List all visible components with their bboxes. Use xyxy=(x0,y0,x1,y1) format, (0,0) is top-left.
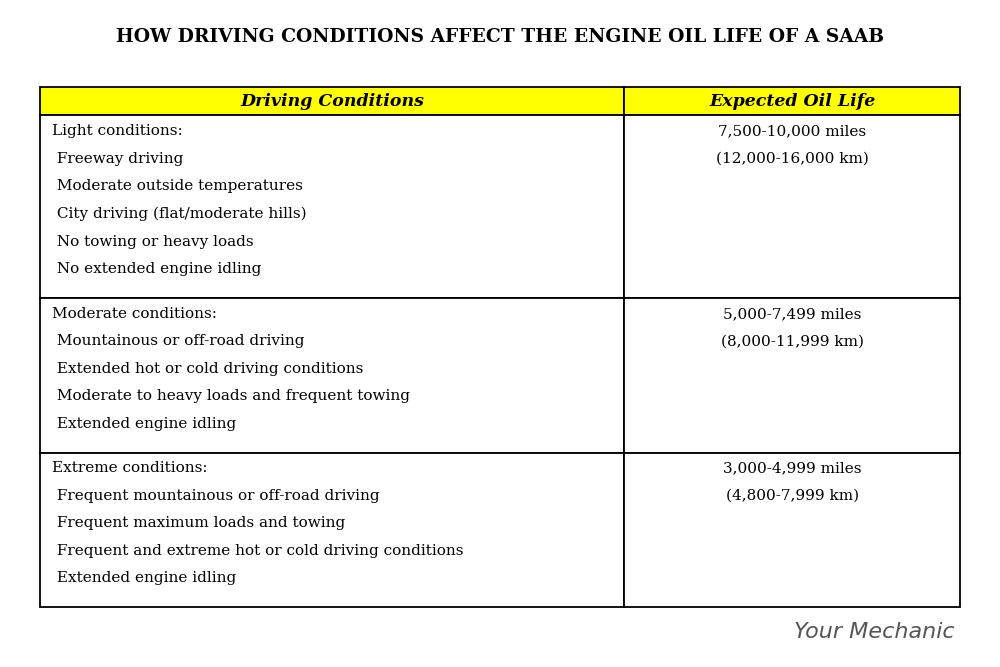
Text: Frequent mountainous or off-road driving: Frequent mountainous or off-road driving xyxy=(52,489,380,503)
Text: (8,000-11,999 km): (8,000-11,999 km) xyxy=(721,334,864,348)
Text: 3,000-4,999 miles: 3,000-4,999 miles xyxy=(723,462,861,476)
Bar xyxy=(40,298,624,453)
Text: No extended engine idling: No extended engine idling xyxy=(52,262,261,276)
Text: No towing or heavy loads: No towing or heavy loads xyxy=(52,235,254,249)
Text: Your Mechanic: Your Mechanic xyxy=(794,622,955,642)
Text: Moderate conditions:: Moderate conditions: xyxy=(52,307,217,321)
Text: Moderate outside temperatures: Moderate outside temperatures xyxy=(52,179,303,193)
Bar xyxy=(624,298,960,453)
Text: Extended engine idling: Extended engine idling xyxy=(52,571,236,585)
Text: Extended engine idling: Extended engine idling xyxy=(52,417,236,431)
Text: Extreme conditions:: Extreme conditions: xyxy=(52,462,208,476)
Text: City driving (flat/moderate hills): City driving (flat/moderate hills) xyxy=(52,207,307,221)
Text: 7,500-10,000 miles: 7,500-10,000 miles xyxy=(718,124,866,138)
Text: (4,800-7,999 km): (4,800-7,999 km) xyxy=(726,489,859,503)
Bar xyxy=(624,87,960,115)
Bar xyxy=(40,115,624,298)
Bar xyxy=(40,453,624,607)
Text: Frequent and extreme hot or cold driving conditions: Frequent and extreme hot or cold driving… xyxy=(52,544,464,558)
Text: Light conditions:: Light conditions: xyxy=(52,124,183,138)
Text: Mountainous or off-road driving: Mountainous or off-road driving xyxy=(52,334,304,348)
Text: Freeway driving: Freeway driving xyxy=(52,151,183,165)
Text: (12,000-16,000 km): (12,000-16,000 km) xyxy=(716,151,869,165)
Bar xyxy=(624,453,960,607)
Text: Expected Oil Life: Expected Oil Life xyxy=(709,93,875,109)
Bar xyxy=(624,115,960,298)
Text: HOW DRIVING CONDITIONS AFFECT THE ENGINE OIL LIFE OF A SAAB: HOW DRIVING CONDITIONS AFFECT THE ENGINE… xyxy=(116,28,884,45)
Text: Driving Conditions: Driving Conditions xyxy=(240,93,424,109)
Bar xyxy=(40,87,624,115)
Text: Moderate to heavy loads and frequent towing: Moderate to heavy loads and frequent tow… xyxy=(52,390,410,404)
Text: Frequent maximum loads and towing: Frequent maximum loads and towing xyxy=(52,516,345,530)
Text: 5,000-7,499 miles: 5,000-7,499 miles xyxy=(723,307,861,321)
Text: Extended hot or cold driving conditions: Extended hot or cold driving conditions xyxy=(52,362,363,376)
